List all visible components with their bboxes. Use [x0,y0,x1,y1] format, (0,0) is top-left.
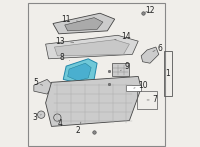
Text: 4: 4 [58,119,63,128]
Polygon shape [34,79,53,94]
Circle shape [38,111,45,118]
Polygon shape [46,35,138,59]
Text: 14: 14 [115,32,131,41]
Circle shape [54,114,61,121]
Text: 11: 11 [61,15,80,24]
Text: 8: 8 [59,53,70,62]
Polygon shape [65,18,103,31]
Polygon shape [68,63,91,81]
Text: 5: 5 [33,78,43,87]
Polygon shape [53,13,115,34]
Text: 3: 3 [33,113,41,122]
Text: 1: 1 [166,69,170,78]
Polygon shape [141,47,159,63]
Bar [126,85,141,91]
Bar [112,63,129,76]
Text: 13: 13 [55,37,74,46]
Polygon shape [63,59,97,84]
Text: 2: 2 [76,122,81,135]
Text: 6: 6 [153,44,163,53]
Bar [137,91,157,109]
Polygon shape [46,76,141,126]
Text: 12: 12 [145,6,155,15]
Text: 9: 9 [121,62,129,71]
Text: 10: 10 [134,81,147,90]
Bar [164,51,172,96]
Polygon shape [54,40,129,56]
Text: 7: 7 [147,95,157,105]
